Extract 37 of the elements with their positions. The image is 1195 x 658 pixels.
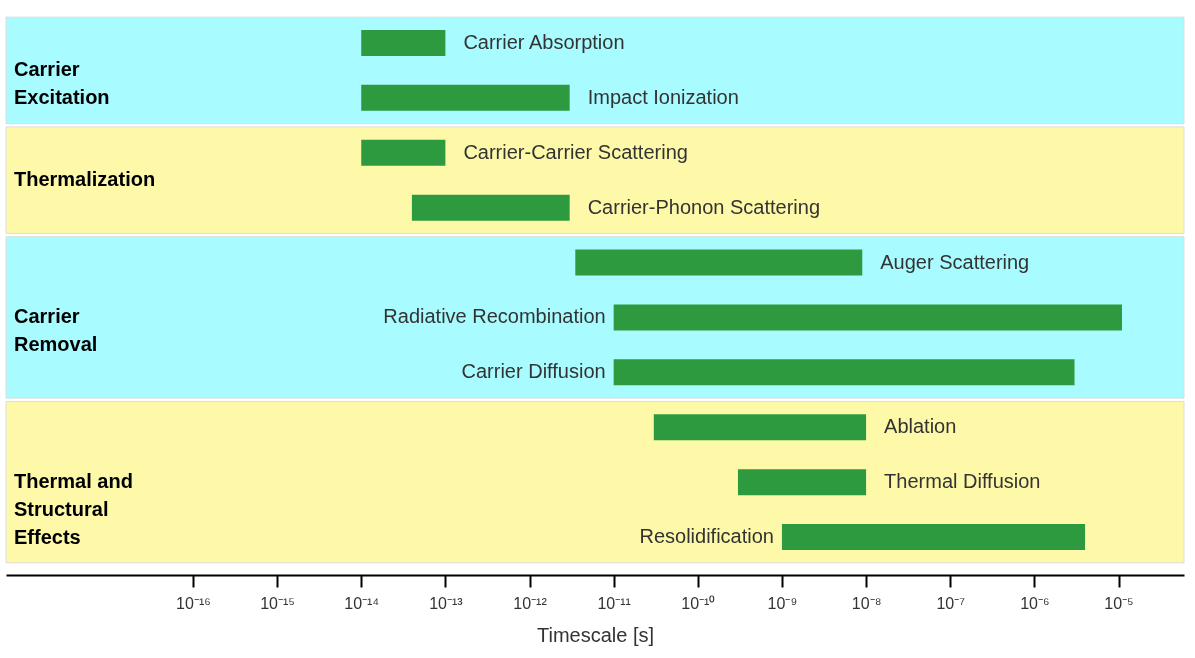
y-tick-label: Auger Scattering bbox=[880, 250, 1030, 273]
x-tick-label: 10⁻⁹ bbox=[767, 594, 798, 612]
x-tick-label: 10⁻⁶ bbox=[1020, 594, 1050, 612]
bar bbox=[361, 84, 570, 111]
y-tick-label: Thermal Diffusion bbox=[884, 470, 1041, 493]
y-tick-label: Carrier Diffusion bbox=[461, 360, 606, 383]
x-tick-label: 10⁻¹⁶ bbox=[176, 594, 211, 612]
x-tick-label: 10⁻¹¹ bbox=[597, 594, 631, 612]
y-tick-label: Resolidification bbox=[639, 525, 774, 548]
x-tick-label: 10⁻¹⁴ bbox=[344, 594, 380, 612]
y-tick-label: Impact Ionization bbox=[587, 85, 739, 108]
x-tick-label: 10⁻⁷ bbox=[936, 594, 966, 612]
band-label: Thermalization bbox=[14, 168, 156, 191]
x-tick-label: 10⁻¹⁵ bbox=[260, 594, 295, 612]
y-tick-label: Carrier-Carrier Scattering bbox=[463, 140, 688, 163]
bar bbox=[613, 304, 1123, 331]
bar bbox=[361, 29, 446, 56]
x-tick-label: 10⁻⁵ bbox=[1104, 594, 1134, 612]
band-label: Thermal and Structural Effects bbox=[14, 470, 133, 549]
y-tick-label: Ablation bbox=[884, 415, 957, 438]
x-tick-label: 10⁻¹⁰ bbox=[681, 594, 716, 612]
bar bbox=[575, 249, 863, 276]
bar bbox=[737, 469, 867, 496]
bar bbox=[653, 414, 867, 441]
bar bbox=[613, 359, 1075, 386]
bar bbox=[411, 194, 570, 221]
x-tick-label: 10⁻¹² bbox=[513, 594, 548, 612]
x-tick-label: 10⁻⁸ bbox=[851, 594, 882, 612]
y-tick-label: Carrier-Phonon Scattering bbox=[587, 195, 821, 218]
x-tick-label: 10⁻¹³ bbox=[429, 594, 464, 612]
bar bbox=[781, 524, 1086, 551]
band-label: Carrier Removal bbox=[14, 305, 98, 356]
y-tick-label: Carrier Absorption bbox=[463, 30, 625, 53]
band-label: Carrier Excitation bbox=[14, 58, 110, 109]
y-tick-label: Radiative Recombination bbox=[383, 305, 606, 328]
bar bbox=[361, 139, 446, 166]
x-axis-title: Timescale [s] bbox=[536, 623, 655, 646]
